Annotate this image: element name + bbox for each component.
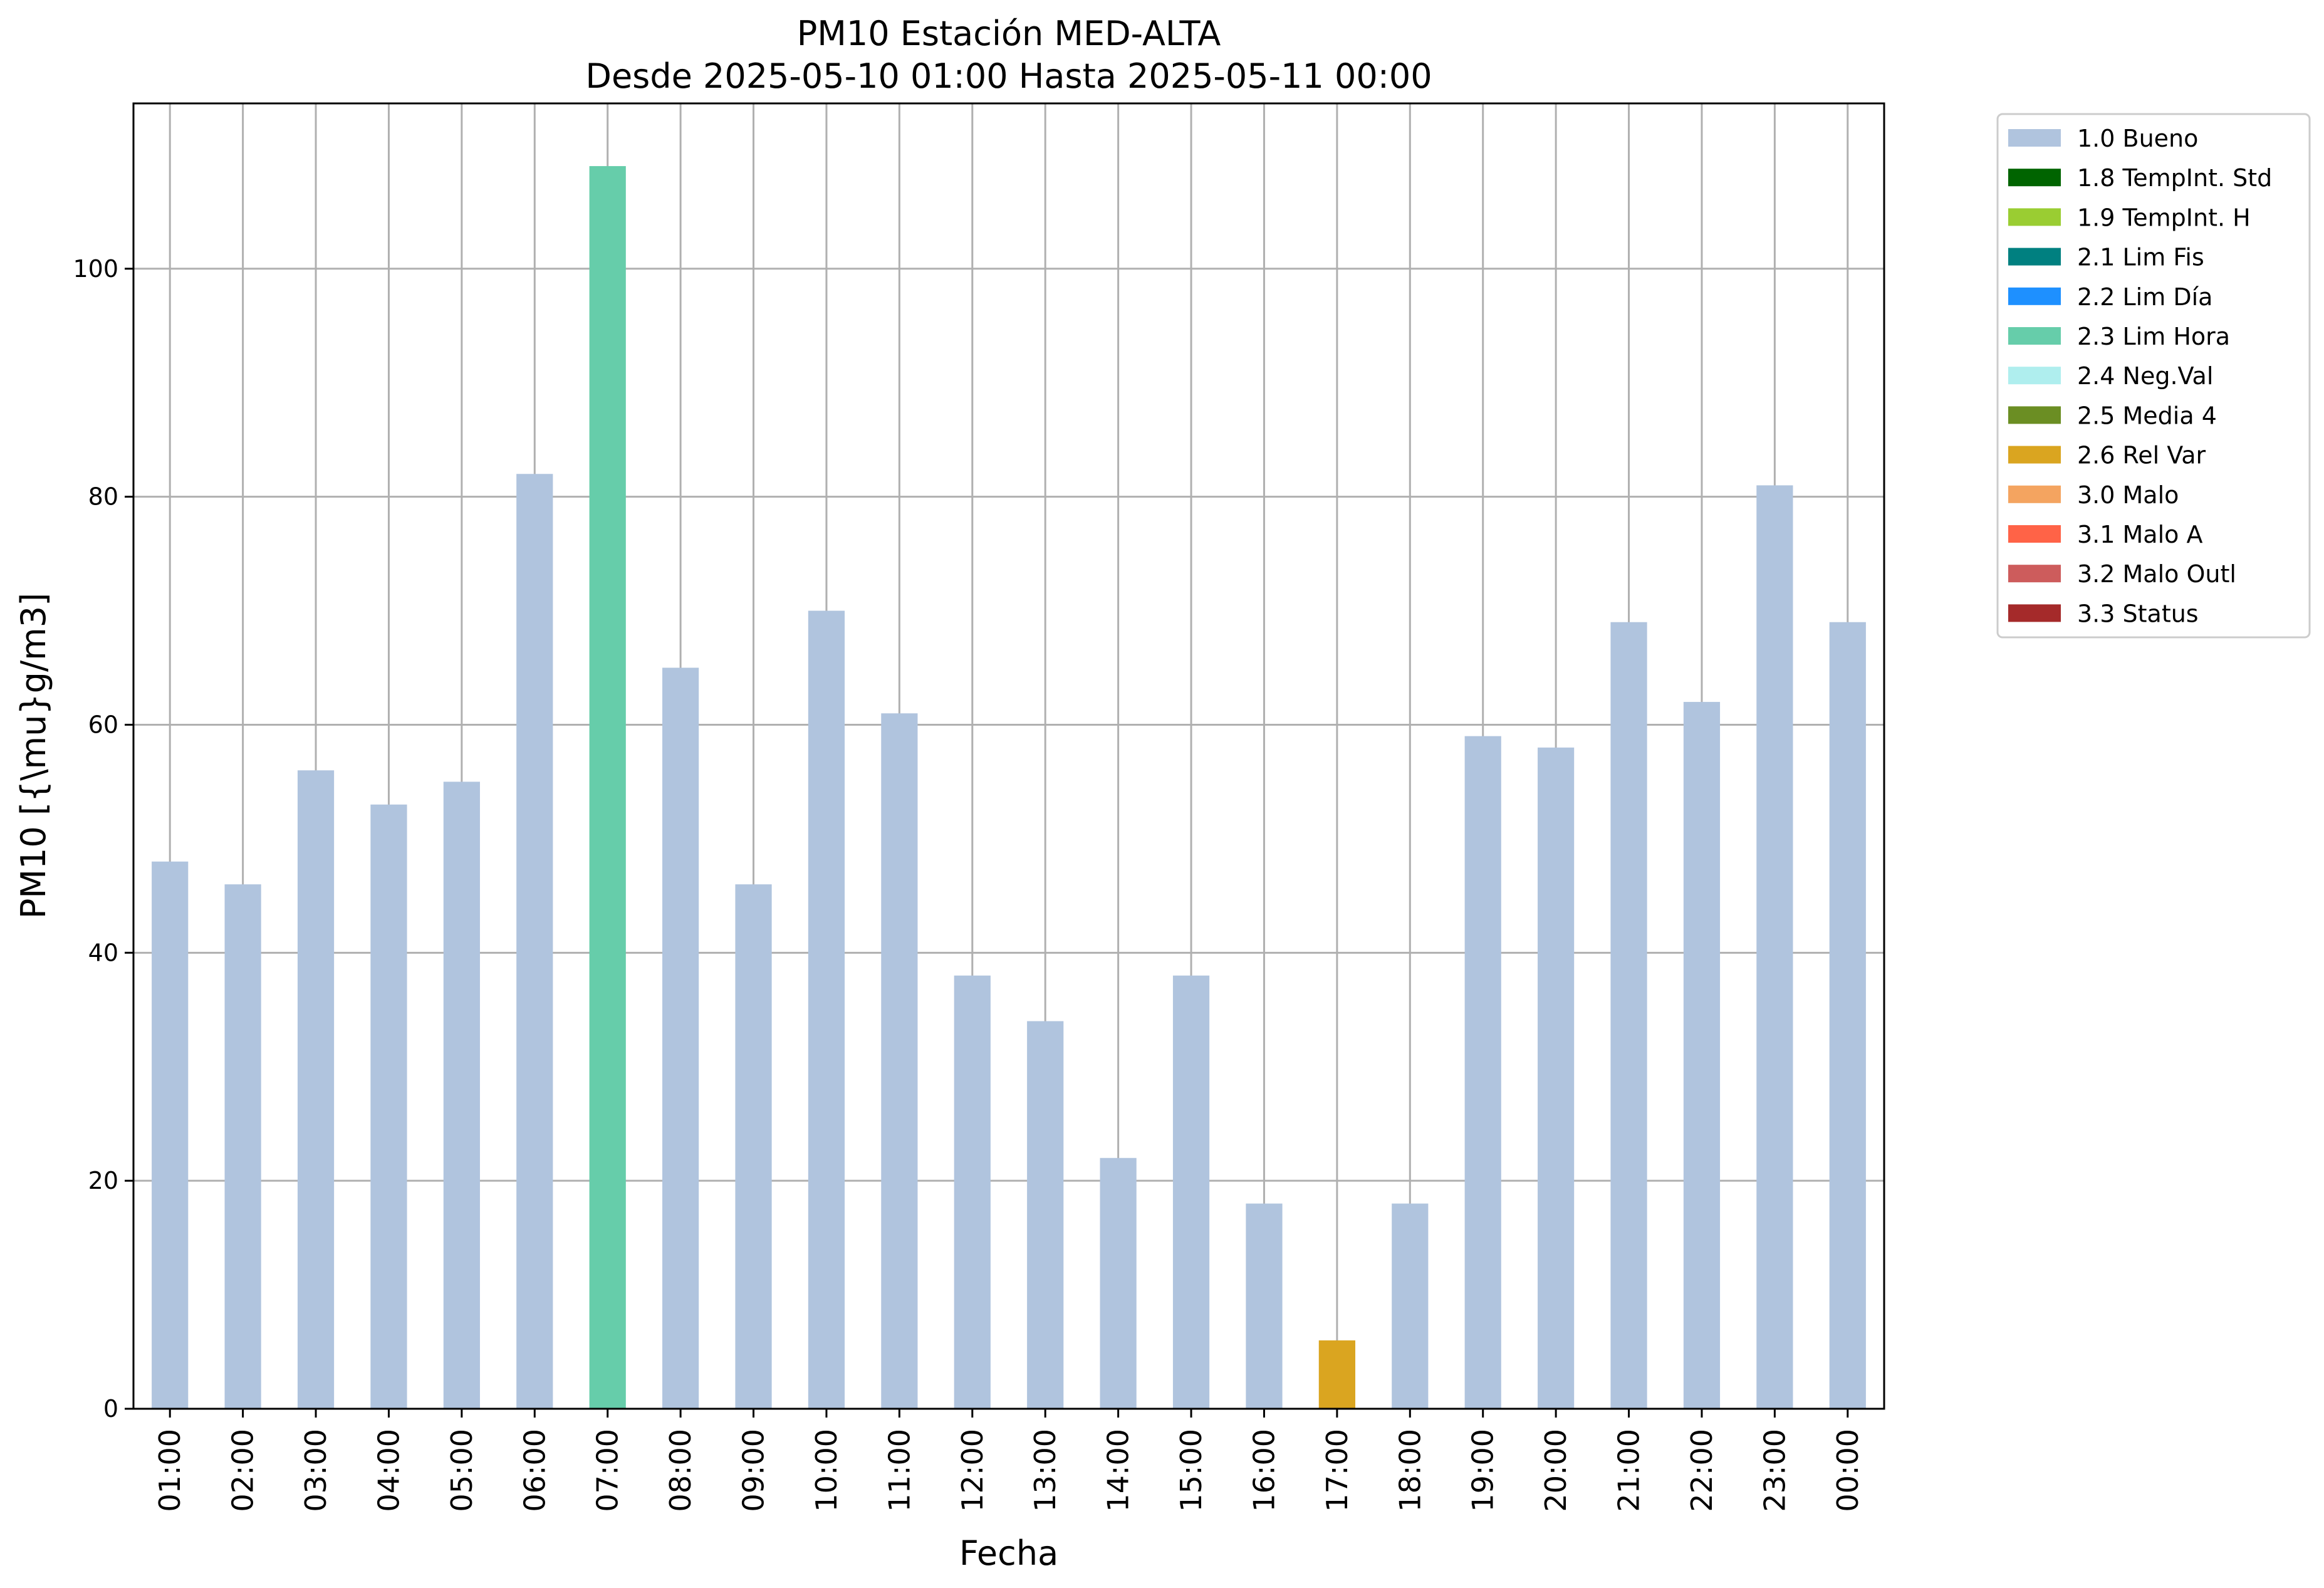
bar-08:00 [662, 667, 699, 1409]
bar-15:00 [1172, 975, 1210, 1409]
x-tick-label: 00:00 [1831, 1429, 1865, 1512]
legend-label: 3.2 Malo Outl [2077, 560, 2236, 588]
y-tick-label: 0 [103, 1395, 118, 1423]
x-tick-label: 04:00 [372, 1429, 405, 1512]
legend-swatch [2008, 485, 2061, 503]
bar-11:00 [881, 713, 918, 1409]
x-tick-label: 03:00 [299, 1429, 333, 1512]
y-tick-label: 60 [88, 711, 118, 738]
bar-13:00 [1027, 1021, 1064, 1409]
x-tick-label: 20:00 [1539, 1429, 1573, 1512]
x-tick-label: 10:00 [810, 1429, 843, 1512]
y-tick-label: 40 [88, 939, 118, 966]
x-tick-label: 08:00 [664, 1429, 697, 1512]
x-tick-label: 06:00 [518, 1429, 551, 1512]
bar-21:00 [1610, 622, 1647, 1409]
legend-label: 1.8 TempInt. Std [2077, 164, 2272, 192]
bar-22:00 [1683, 702, 1721, 1409]
legend-items: 1.0 Bueno 1.8 TempInt. Std 1.9 TempInt. H 2… [2008, 125, 2272, 627]
x-tick-label: 16:00 [1247, 1429, 1281, 1512]
bar-20:00 [1538, 747, 1575, 1409]
y-tick-label: 100 [73, 255, 118, 283]
plot-frame [132, 102, 1885, 1410]
legend-label: 1.0 Bueno [2077, 125, 2198, 152]
legend-swatch [2008, 367, 2061, 385]
bar-03:00 [297, 770, 335, 1409]
x-tick-label: 21:00 [1612, 1429, 1646, 1512]
x-tick-label: 18:00 [1393, 1429, 1427, 1512]
x-tick-label: 13:00 [1028, 1429, 1062, 1512]
bar-18:00 [1392, 1203, 1429, 1409]
bar-09:00 [735, 884, 772, 1409]
legend-label: 1.9 TempInt. H [2077, 204, 2251, 231]
chart-title: PM10 Estación MED-ALTA [797, 14, 1221, 53]
bar-14:00 [1100, 1157, 1137, 1409]
legend-label: 2.3 Lim Hora [2077, 323, 2230, 350]
legend-swatch [2008, 169, 2061, 187]
bar-07:00 [589, 166, 626, 1409]
legend-swatch [2008, 406, 2061, 424]
bar-05:00 [443, 781, 480, 1409]
bar-16:00 [1246, 1203, 1283, 1409]
bar-06:00 [516, 474, 553, 1409]
x-tick-label: 02:00 [226, 1429, 260, 1512]
legend-swatch [2008, 208, 2061, 226]
bar-02:00 [224, 884, 261, 1409]
y-axis-ticks: 0 20 40 60 80 100 [73, 255, 133, 1423]
legend-label: 3.1 Malo A [2077, 521, 2202, 548]
x-tick-label: 17:00 [1320, 1429, 1354, 1512]
x-tick-label: 19:00 [1466, 1429, 1500, 1512]
x-tick-label: 01:00 [153, 1429, 187, 1512]
legend-swatch [2008, 525, 2061, 543]
legend-swatch [2008, 248, 2061, 266]
legend-swatch [2008, 287, 2061, 305]
chart-subtitle: Desde 2025-05-10 01:00 Hasta 2025-05-11 … [585, 56, 1432, 96]
bar-01:00 [152, 861, 189, 1409]
legend-swatch [2008, 446, 2061, 464]
y-axis-label: PM10 [{\mu}g/m3] [14, 593, 53, 919]
bar-19:00 [1464, 736, 1501, 1409]
bar-23:00 [1756, 485, 1793, 1409]
x-tick-label: 14:00 [1102, 1429, 1135, 1512]
y-tick-label: 80 [88, 483, 118, 511]
x-tick-label: 09:00 [737, 1429, 771, 1512]
x-axis-label: Fecha [959, 1533, 1058, 1573]
legend-label: 2.5 Media 4 [2077, 402, 2217, 429]
legend-swatch [2008, 129, 2061, 147]
bar-17:00 [1318, 1340, 1355, 1409]
y-tick-label: 20 [88, 1167, 118, 1194]
legend-label: 2.2 Lim Día [2077, 283, 2212, 311]
x-tick-label: 22:00 [1685, 1429, 1719, 1512]
legend-label: 2.6 Rel Var [2077, 442, 2206, 469]
legend-label: 3.0 Malo [2077, 481, 2179, 509]
legend-box [1996, 113, 2311, 639]
legend-swatch [2008, 327, 2061, 345]
x-axis-ticks: 01:00 02:00 03:00 04:00 05:00 06:00 07:00 08:00… [153, 1409, 1865, 1512]
bars [152, 166, 1866, 1409]
x-tick-label: 05:00 [445, 1429, 479, 1512]
x-tick-label: 12:00 [956, 1429, 989, 1512]
bar-12:00 [954, 975, 991, 1409]
x-tick-label: 07:00 [591, 1429, 625, 1512]
bar-10:00 [808, 610, 845, 1409]
legend-swatch [2008, 604, 2061, 622]
legend-swatch [2008, 565, 2061, 583]
x-tick-label: 11:00 [882, 1429, 916, 1512]
legend: 1.0 Bueno 1.8 TempInt. Std 1.9 TempInt. H 2… [1996, 113, 2311, 639]
legend-label: 3.3 Status [2077, 600, 2199, 627]
legend-label: 2.4 Neg.Val [2077, 362, 2213, 390]
bar-04:00 [370, 804, 407, 1409]
x-tick-label: 23:00 [1758, 1429, 1791, 1512]
x-tick-label: 15:00 [1174, 1429, 1208, 1512]
bar-00:00 [1829, 622, 1866, 1409]
legend-label: 2.1 Lim Fis [2077, 244, 2204, 271]
